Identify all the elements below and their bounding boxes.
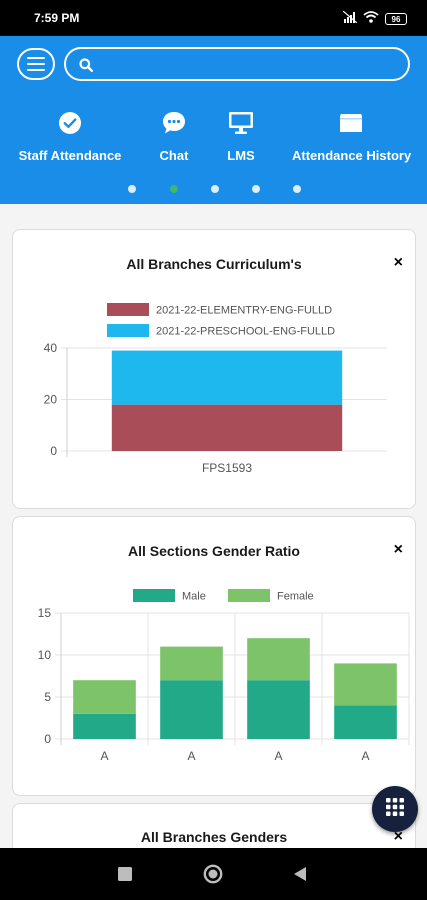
app-header: Staff Attendance Chat LMS Attendance His…	[0, 36, 427, 204]
x-tick-label: A	[361, 749, 369, 763]
status-bar: 7:59 PM 96	[0, 0, 427, 36]
menu-line	[27, 57, 45, 59]
quick-action-label: Staff Attendance	[18, 148, 122, 163]
legend-swatch	[228, 589, 270, 602]
menu-line	[27, 69, 45, 71]
legend-swatch	[107, 303, 149, 316]
wifi-icon	[363, 10, 379, 28]
battery-icon: 96	[385, 13, 407, 25]
quick-action-label: Chat	[159, 148, 189, 163]
close-icon[interactable]: ×	[393, 254, 403, 271]
bar-segment	[160, 680, 223, 739]
carousel-dot[interactable]	[128, 185, 136, 193]
legend-label: 2021-22-PRESCHOOL-ENG-FULLD	[156, 326, 335, 338]
home-icon[interactable]	[203, 864, 223, 889]
search-input[interactable]	[102, 52, 402, 76]
grid-icon	[385, 797, 405, 822]
y-tick-label: 0	[44, 732, 51, 746]
curriculum-chart-card: All Branches Curriculum's × 0 20 40 FPS1593…	[12, 229, 416, 509]
quick-action-label: LMS	[227, 148, 255, 163]
bar-segment	[111, 350, 343, 405]
gender-ratio-chart: 0 5 10 15 A A A A Male Female	[38, 589, 410, 763]
bar-segment	[334, 705, 397, 739]
quick-action-label: Attendance History	[292, 148, 412, 163]
recents-icon[interactable]	[118, 867, 132, 886]
quick-action-lms[interactable]: LMS	[221, 108, 261, 163]
y-tick-label: 15	[38, 606, 52, 620]
monitor-icon	[221, 108, 261, 138]
card-title: All Branches Curriculum's	[126, 256, 302, 272]
x-tick-label: A	[100, 749, 108, 763]
legend-label: Male	[182, 591, 206, 603]
battery-level: 96	[385, 13, 407, 25]
bar-segment	[73, 713, 136, 739]
no-sim-icon	[342, 10, 358, 28]
quick-action-chat[interactable]: Chat	[152, 108, 196, 163]
legend-label: Female	[277, 591, 314, 603]
y-tick-label: 0	[50, 444, 57, 458]
carousel-dot[interactable]	[293, 185, 301, 193]
folder-icon	[331, 108, 371, 138]
y-tick-label: 40	[44, 341, 58, 355]
bar-segment	[247, 680, 310, 739]
bar-segment	[73, 680, 136, 714]
curriculum-chart: 0 20 40 FPS1593 2021-22-ELEMENTRY-ENG-FULLD 2…	[44, 303, 387, 475]
gender-ratio-chart-card: All Sections Gender Ratio × 0 5 10 15 A A A A Ma…	[12, 516, 416, 796]
bar-segment	[111, 404, 343, 451]
status-icons: 96	[342, 10, 407, 28]
x-tick-label: A	[274, 749, 282, 763]
x-tick-label: A	[187, 749, 195, 763]
carousel-dot[interactable]	[252, 185, 260, 193]
status-time: 7:59 PM	[34, 11, 80, 25]
bar-segment	[334, 663, 397, 706]
legend-label: 2021-22-ELEMENTRY-ENG-FULLD	[156, 305, 332, 317]
x-tick-label: FPS1593	[202, 461, 252, 475]
quick-action-attendance-history[interactable]: Attendance History	[292, 108, 412, 163]
y-tick-label: 20	[44, 393, 58, 407]
system-nav-bar	[0, 848, 427, 900]
menu-line	[27, 63, 45, 65]
y-tick-label: 10	[38, 648, 52, 662]
chat-bubble-icon	[154, 108, 194, 138]
search-bar[interactable]	[64, 47, 410, 81]
quick-action-staff-attendance[interactable]: Staff Attendance	[18, 108, 122, 163]
apps-grid-button[interactable]	[372, 786, 418, 832]
legend-swatch	[133, 589, 175, 602]
check-circle-icon	[50, 108, 90, 138]
bar-segment	[160, 646, 223, 681]
back-icon[interactable]	[293, 866, 307, 887]
carousel-dot[interactable]	[211, 185, 219, 193]
carousel-dot-active[interactable]	[170, 185, 178, 193]
y-tick-label: 5	[44, 690, 51, 704]
close-icon[interactable]: ×	[393, 541, 403, 558]
close-icon[interactable]: ×	[393, 828, 403, 845]
card-title: All Sections Gender Ratio	[128, 543, 300, 559]
card-title: All Branches Genders	[140, 829, 288, 845]
carousel-dots	[0, 185, 427, 193]
legend-swatch	[107, 324, 149, 337]
bar-segment	[247, 638, 310, 681]
menu-button[interactable]	[17, 48, 55, 80]
